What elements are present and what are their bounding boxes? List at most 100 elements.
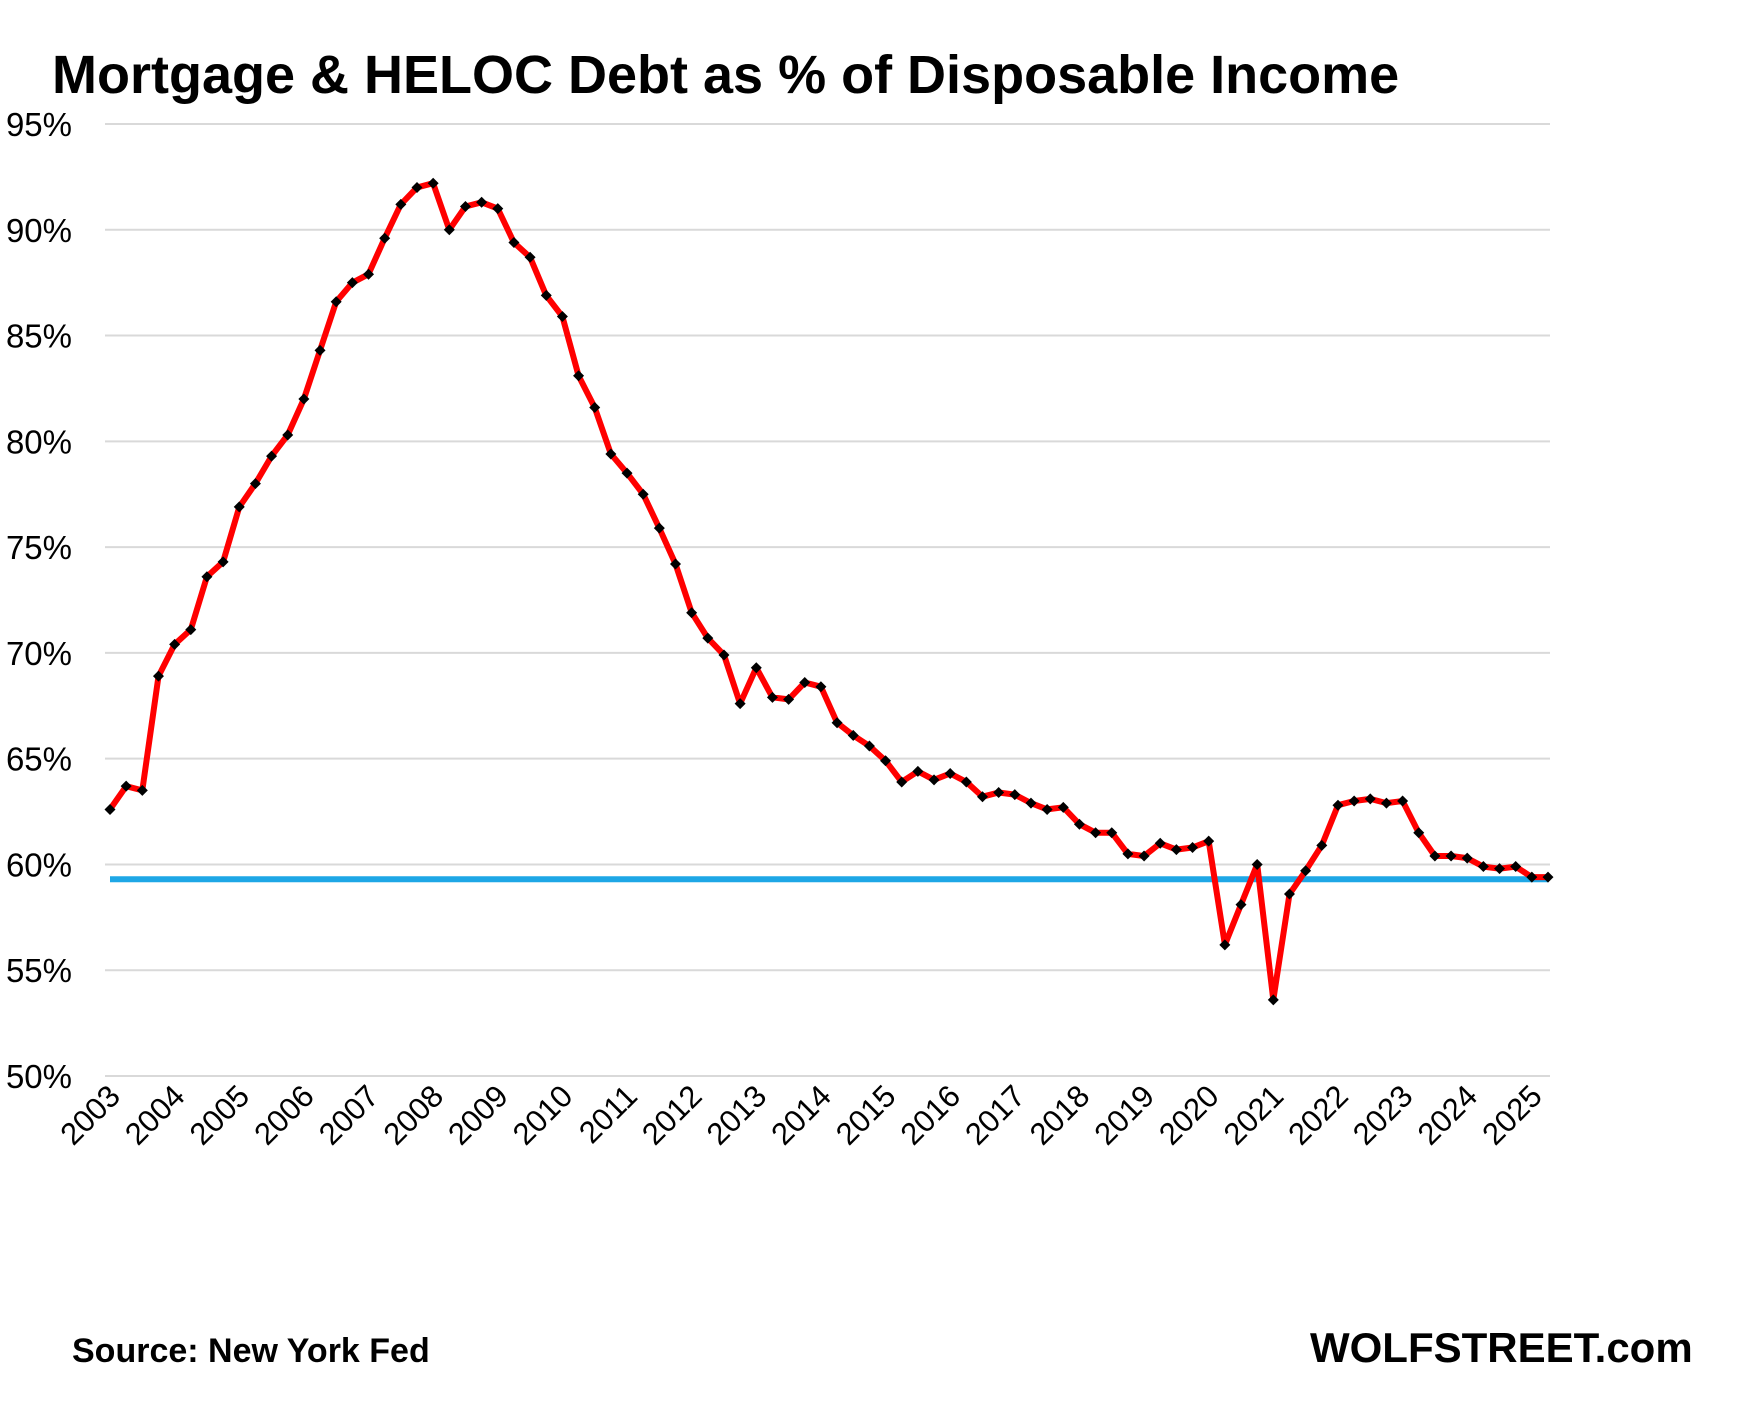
x-tick-label: 2022 — [1281, 1078, 1355, 1152]
data-point — [443, 224, 455, 236]
data-point — [912, 765, 924, 777]
data-point — [799, 677, 811, 689]
data-point — [960, 776, 972, 788]
data-point — [621, 467, 633, 479]
x-tick-label: 2017 — [958, 1078, 1032, 1152]
y-tick-label: 80% — [6, 423, 72, 460]
data-point — [1461, 852, 1473, 864]
data-point — [363, 268, 375, 280]
data-point — [1267, 994, 1279, 1006]
data-point — [976, 791, 988, 803]
data-point — [718, 649, 730, 661]
x-tick-label: 2008 — [377, 1078, 451, 1152]
x-axis: 2003200420052006200720082009201020112012… — [53, 1078, 1548, 1152]
data-point — [1235, 899, 1247, 911]
data-point — [573, 370, 585, 382]
x-tick-label: 2005 — [183, 1078, 257, 1152]
data-point — [1477, 861, 1489, 873]
x-tick-label: 2016 — [894, 1078, 968, 1152]
data-point — [1380, 797, 1392, 809]
x-tick-label: 2019 — [1088, 1078, 1162, 1152]
data-point — [1009, 789, 1021, 801]
data-point — [1138, 850, 1150, 862]
data-point — [1300, 865, 1312, 877]
data-point — [896, 776, 908, 788]
chart-title: Mortgage & HELOC Debt as % of Disposable… — [52, 45, 1400, 105]
data-point — [1203, 835, 1215, 847]
data-point — [1154, 837, 1166, 849]
data-point — [524, 251, 536, 263]
data-point — [492, 203, 504, 215]
data-point — [379, 232, 391, 244]
data-point — [1090, 827, 1102, 839]
data-point — [1397, 795, 1409, 807]
data-point — [152, 670, 164, 682]
x-tick-label: 2011 — [572, 1078, 644, 1150]
data-point — [1510, 861, 1522, 873]
data-point — [459, 201, 471, 213]
data-point — [1364, 793, 1376, 805]
data-point — [815, 681, 827, 693]
data-point — [476, 196, 488, 208]
data-point — [185, 624, 197, 636]
data-point — [1041, 803, 1053, 815]
data-point — [249, 478, 261, 490]
data-point — [1025, 797, 1037, 809]
x-tick-label: 2021 — [1217, 1078, 1291, 1152]
x-tick-label: 2012 — [635, 1078, 709, 1152]
y-tick-label: 55% — [6, 952, 72, 989]
data-point — [783, 693, 795, 705]
data-point — [1170, 844, 1182, 856]
data-point — [734, 698, 746, 710]
data-point — [1526, 871, 1538, 883]
data-point — [637, 488, 649, 500]
data-point — [670, 558, 682, 570]
data-point — [1413, 827, 1425, 839]
data-point — [847, 729, 859, 741]
data-point — [1219, 939, 1231, 951]
data-point — [217, 556, 229, 568]
data-point — [508, 236, 520, 248]
data-point — [1187, 842, 1199, 854]
data-point — [104, 803, 116, 815]
x-tick-label: 2014 — [764, 1078, 838, 1152]
data-point — [1283, 888, 1295, 900]
data-point — [346, 277, 358, 289]
data-point — [298, 393, 310, 405]
x-tick-label: 2020 — [1152, 1078, 1226, 1152]
data-point — [702, 632, 714, 644]
y-tick-label: 75% — [6, 529, 72, 566]
data-point — [1445, 850, 1457, 862]
data-point — [1332, 799, 1344, 811]
y-tick-label: 95% — [6, 106, 72, 143]
x-tick-label: 2025 — [1475, 1078, 1549, 1152]
y-tick-label: 60% — [6, 846, 72, 883]
data-point — [1494, 863, 1506, 875]
x-tick-label: 2007 — [312, 1078, 386, 1152]
data-point — [540, 289, 552, 301]
data-point — [589, 401, 601, 413]
data-point — [411, 181, 423, 193]
series-group — [107, 180, 1551, 1003]
x-tick-label: 2010 — [506, 1078, 580, 1152]
x-tick-label: 2024 — [1411, 1078, 1485, 1152]
x-tick-label: 2006 — [247, 1078, 321, 1152]
data-point — [1542, 871, 1554, 883]
source-note: Source: New York Fed — [72, 1332, 430, 1370]
data-point — [556, 311, 568, 323]
data-point — [330, 296, 342, 308]
data-point — [944, 767, 956, 779]
data-point — [766, 691, 778, 703]
x-tick-label: 2023 — [1346, 1078, 1420, 1152]
data-point — [395, 198, 407, 210]
data-point — [653, 522, 665, 534]
x-tick-label: 2013 — [700, 1078, 774, 1152]
y-tick-label: 90% — [6, 212, 72, 249]
data-point — [120, 780, 132, 792]
x-tick-label: 2004 — [118, 1078, 192, 1152]
y-tick-label: 85% — [6, 318, 72, 355]
data-point — [201, 571, 213, 583]
data-point — [427, 177, 439, 189]
x-tick-label: 2018 — [1023, 1078, 1097, 1152]
